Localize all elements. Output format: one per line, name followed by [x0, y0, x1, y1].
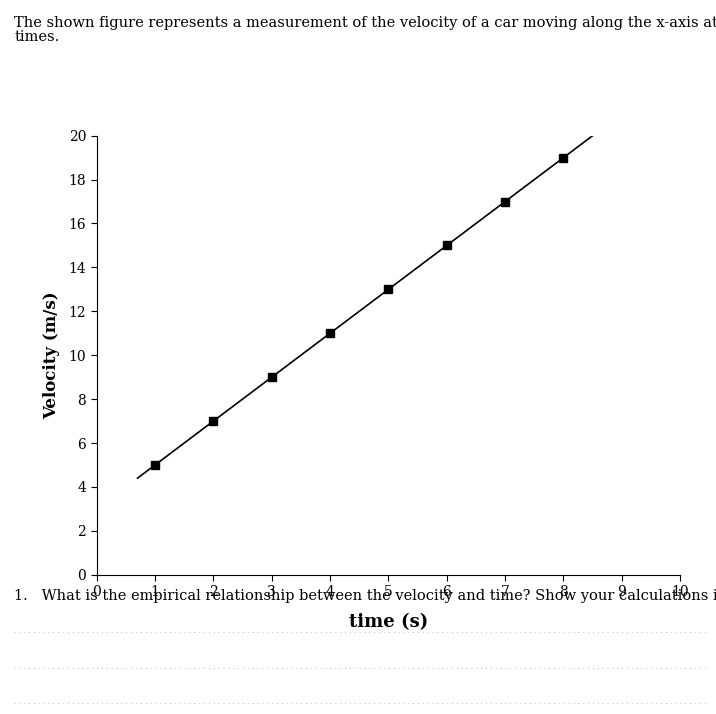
- Y-axis label: Velocity (m/s): Velocity (m/s): [43, 291, 60, 419]
- Text: The shown figure represents a measurement of the velocity of a car moving along : The shown figure represents a measuremen…: [14, 16, 716, 30]
- Text: 1.   What is the empirical relationship between the velocity and time? Show your: 1. What is the empirical relationship be…: [14, 589, 716, 603]
- Text: times.: times.: [14, 30, 59, 44]
- X-axis label: time (s): time (s): [349, 613, 428, 631]
